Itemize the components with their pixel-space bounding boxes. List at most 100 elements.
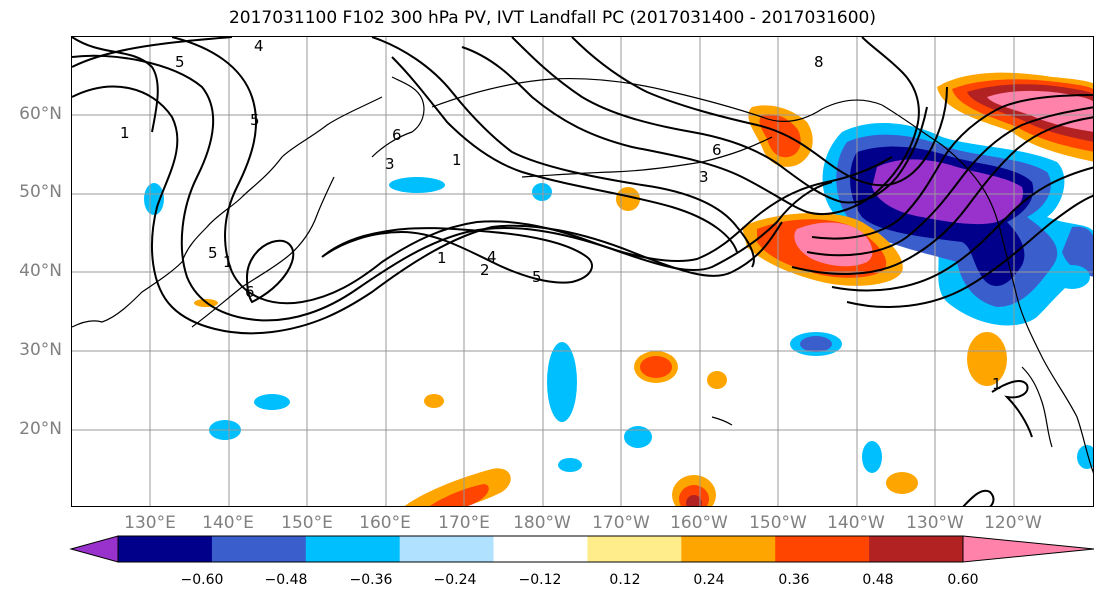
colorbar-tick-10: 0.60 [947,572,979,588]
map-title: 2017031100 F102 300 hPa PV, IVT Landfall… [228,8,876,28]
colorbar-tick-7: 0.24 [693,572,725,588]
lon-label-120w: 120°W [984,513,1042,533]
pv-contour-3 [72,54,833,322]
contour-label-9: 3 [385,155,395,173]
lon-label-150w: 150°W [749,513,807,533]
blob-23 [424,394,444,408]
blob-4 [707,371,727,389]
lat-label-30n: 30°N [19,340,62,360]
pv-contours [72,37,1093,506]
colorbar-tick-6: 0.12 [609,572,641,588]
pv-contour-14 [806,106,1093,257]
lat-label-60n: 60°N [19,104,62,124]
lon-label-160e: 160°E [359,513,411,533]
lat-label-20n: 20°N [19,419,62,439]
colorbar-frame [117,535,964,563]
blob-3 [640,356,672,378]
pv-contour-4 [171,37,893,305]
lon-label-160w: 160°W [670,513,728,533]
hawaii [711,416,733,426]
contour-label-5: 1 [223,253,233,271]
blob-10 [886,472,918,494]
pv-contour-12 [571,37,948,187]
colorbar-tick-8: 0.36 [778,572,810,588]
na-coast [881,104,1093,474]
colorbar-tick-9: 0.48 [862,572,894,588]
pv-contour-7 [72,37,159,133]
contour-label-14: 3 [699,168,709,186]
blob-26 [1054,265,1090,289]
colorbar-tick-2: −0.48 [264,572,308,588]
pv-contour-17 [846,194,1093,308]
baja [1021,366,1053,448]
contour-label-8: 6 [392,126,402,144]
kamchatka [371,76,425,158]
blob-14 [686,495,702,506]
contour-label-13: 1 [437,249,447,267]
contour-label-11: 2 [480,261,490,279]
contour-label-16: 5 [532,268,542,286]
pv-contour-1 [72,37,233,68]
contour-label-3: 1 [120,124,130,142]
pv-contour-11 [511,37,928,204]
colorbar-tick-5: −0.12 [518,572,562,588]
blob-16 [429,484,489,506]
blob-22 [558,458,582,472]
contour-label-1: 4 [254,37,264,55]
contour-label-7: 5 [250,111,260,129]
contour-label-15: 6 [712,141,722,159]
lon-label-170e: 170°E [438,513,490,533]
blob-5 [547,342,577,422]
blob-19 [532,183,552,201]
colorbar-extend-low [69,535,119,563]
pv-contour-5 [245,239,295,304]
blob-8 [800,336,832,352]
lon-label-130e: 130°E [124,513,176,533]
contour-label-10: 1 [452,151,462,169]
lat-label-50n: 50°N [19,182,62,202]
colorbar-cell-1 [118,536,213,562]
lon-label-170w: 170°W [592,513,650,533]
blob-6 [624,426,652,448]
lon-label-140e: 140°E [202,513,254,533]
positive-anomaly-alaska-core [759,114,801,158]
colorbar-tick-4: −0.24 [433,572,477,588]
colorbar-cell-9 [869,536,964,562]
colorbar-cell-8 [775,536,870,562]
pv-contour-15 [811,94,1093,240]
colorbar-cell-7 [681,536,776,562]
pv-contour-10 [461,37,920,216]
pv-contour-2 [72,85,783,335]
blob-18 [389,177,445,193]
blob-11 [862,441,882,473]
map-panel: 4 5 1 5 1 6 5 6 3 1 2 4 1 3 6 5 8 1 [71,36,1094,507]
japan [191,176,335,328]
pv-contour-labels: 4 5 1 5 1 6 5 6 3 1 2 4 1 3 6 5 8 1 [120,37,1002,393]
pv-contour-9 [391,56,738,253]
pv-contour-6 [321,227,593,284]
colorbar-cell-2 [211,536,307,562]
pv-contour-16 [831,166,1093,292]
lon-label-150e: 150°E [281,513,333,533]
blob-1 [616,187,640,211]
colorbar-cells [69,535,1095,563]
contour-label-17: 8 [814,53,824,71]
colorbar-cell-5 [493,536,588,562]
lat-label-40n: 40°N [19,261,62,281]
contour-label-2: 5 [175,53,185,71]
contour-label-6: 6 [245,283,255,301]
colorbar-tick-1: −0.60 [180,572,224,588]
colorbar-tick-3: −0.36 [349,572,393,588]
coastlines [72,76,1093,474]
lon-label-140w: 140°W [827,513,885,533]
contour-label-4: 5 [208,244,218,262]
colorbar-cell-4 [399,536,495,562]
map-canvas: 4 5 1 5 1 6 5 6 3 1 2 4 1 3 6 5 8 1 [72,37,1093,506]
lon-label-180w: 180°W [513,513,571,533]
pv-contour-19 [962,489,995,506]
colorbar-cell-3 [305,536,401,562]
blob-17 [144,183,164,215]
pv-contour-13 [791,116,1093,275]
alaska-coast [431,77,883,122]
blob-25 [1077,445,1093,469]
